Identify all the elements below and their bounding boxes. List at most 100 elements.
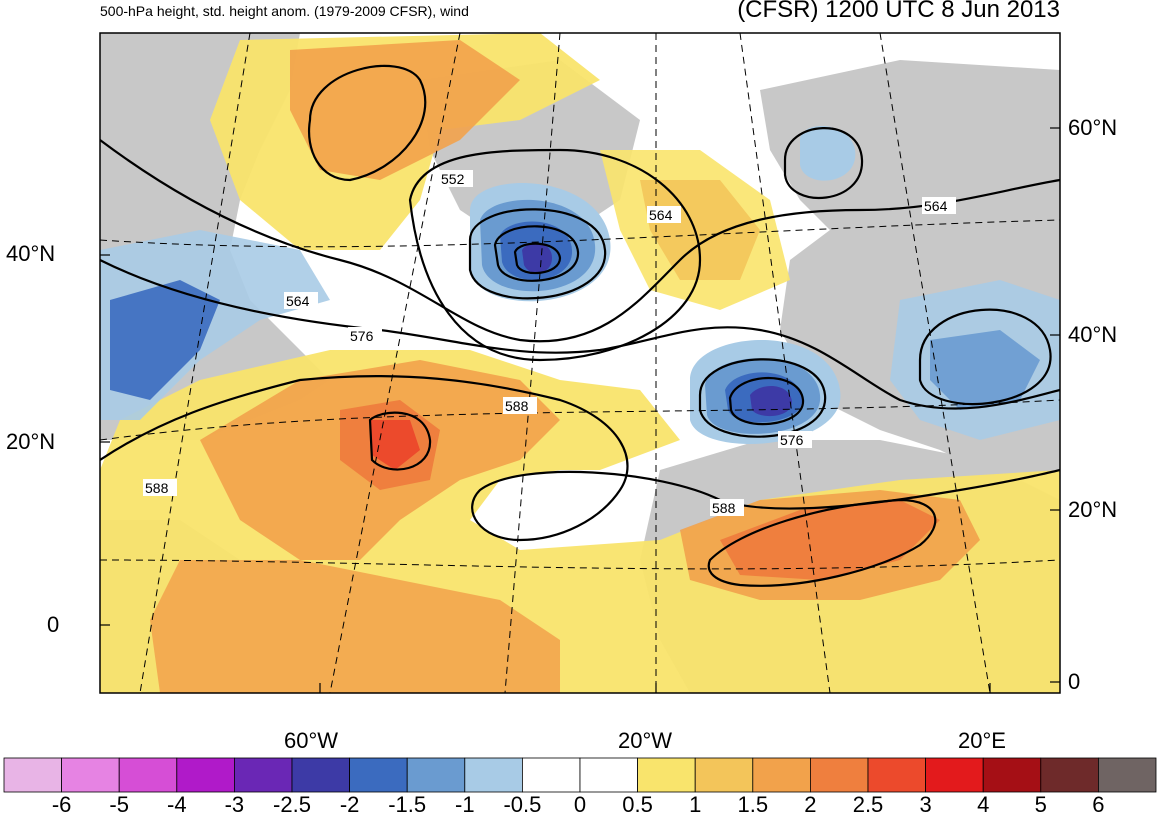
lon-label-20w: 20°W	[618, 728, 673, 753]
contour-label-552: 552	[441, 171, 465, 187]
lat-label-right-20n: 20°N	[1068, 497, 1118, 522]
colorbar-box	[118, 757, 178, 793]
colorbar-label: 4	[977, 792, 989, 815]
colorbar-label: 6	[1092, 792, 1104, 815]
colorbar-label: -1.5	[388, 792, 426, 815]
graticule-lat	[100, 219, 1060, 248]
anomaly-labrador-orange	[290, 40, 520, 180]
graticule-lon	[504, 33, 561, 693]
contour-greenland-inner-1	[468, 208, 607, 300]
anomaly-iberia-low-core	[750, 385, 792, 417]
graticule	[100, 33, 1060, 693]
map-title: (CFSR) 1200 UTC 8 Jun 2013	[737, 0, 1060, 23]
map-field	[100, 33, 1060, 693]
graticule-lon	[329, 33, 461, 693]
colorbar-box	[233, 757, 293, 793]
contour-label-564-b: 564	[924, 198, 948, 214]
anomaly-east-europe-core	[930, 330, 1040, 410]
lat-label-right-0: 0	[1068, 669, 1081, 694]
contour-label-bg	[503, 397, 537, 414]
anomaly-south-america-orange	[150, 560, 560, 693]
colorbar-box	[579, 757, 638, 793]
lat-label-left-40n: 40°N	[6, 241, 56, 266]
graticule-lon	[879, 33, 991, 693]
contour-greenland-inner-3	[513, 242, 562, 275]
contour-label-bg	[143, 479, 177, 496]
colorbar-label: -2	[340, 792, 360, 815]
colorbar-box	[61, 757, 120, 793]
contour-576	[100, 259, 1060, 410]
contour-labrador-high	[307, 64, 427, 182]
contour-label-bg	[647, 206, 681, 223]
colorbar-label: 1.5	[738, 792, 769, 815]
contour-label-564-a: 564	[649, 207, 673, 223]
colorbar-box	[867, 757, 926, 793]
colorbar-label: 3	[919, 792, 931, 815]
contour-label-bg	[348, 327, 382, 344]
colorbar-box	[982, 757, 1042, 793]
colorbar-box	[752, 757, 811, 793]
contour-label-bg	[710, 499, 744, 516]
contour-label-588-c: 588	[712, 500, 736, 516]
anomaly-central-atlantic-orange	[640, 180, 760, 280]
contour-iberia-inner	[728, 377, 805, 426]
colorbar-label: -2.5	[273, 792, 311, 815]
contour-iberia-low	[698, 358, 827, 438]
colorbar-label: -6	[52, 792, 72, 815]
anomaly-africa-core	[720, 500, 940, 580]
colorbar-box	[1040, 757, 1099, 793]
anomaly-greenland-low-core	[522, 243, 552, 274]
anomaly-center-core	[370, 420, 420, 470]
anomaly-us-low-core	[110, 280, 220, 400]
anomaly-scandinavia-low	[800, 126, 856, 181]
contour-label-588-a: 588	[505, 398, 529, 414]
contour-label-bg	[922, 197, 956, 214]
map-frame	[99, 32, 1061, 694]
colorbar-box	[349, 757, 408, 793]
colorbar-box	[694, 757, 754, 793]
colorbar-box	[3, 757, 62, 793]
colorbar-boxes	[3, 757, 1157, 793]
colorbar-label: 2	[804, 792, 816, 815]
colorbar-box	[522, 757, 581, 793]
colorbar-box	[810, 757, 869, 793]
colorbar-box	[1098, 757, 1157, 793]
height-contours	[100, 64, 1060, 587]
contour-label-576-b: 576	[780, 432, 804, 448]
contour-564-north	[100, 139, 1060, 343]
colorbar-label: 1	[689, 792, 701, 815]
graticule-lat	[100, 399, 1060, 441]
contour-label-bg	[778, 431, 812, 448]
graticule-lon	[139, 33, 251, 693]
lat-label-right-40n: 40°N	[1068, 322, 1118, 347]
lon-label-60w: 60°W	[284, 728, 339, 753]
colorbar-box	[406, 757, 466, 793]
contour-east-europe-low	[918, 308, 1052, 406]
colorbar-label: 2.5	[853, 792, 884, 815]
colorbar-label: -3	[225, 792, 245, 815]
contour-552	[408, 148, 702, 362]
map-subtitle: 500-hPa height, std. height anom. (1979-…	[100, 3, 469, 19]
contour-subtropical-high	[368, 411, 432, 471]
colorbar-label: 0	[574, 792, 586, 815]
colorbar-box	[291, 757, 350, 793]
contour-africa-high	[707, 498, 937, 587]
colorbar-label: -4	[167, 792, 187, 815]
colorbar-label: -5	[109, 792, 129, 815]
lat-label-left-0: 0	[47, 612, 60, 637]
colorbar-box	[925, 757, 984, 793]
contour-label-bg	[284, 292, 318, 309]
contour-label-bg	[439, 170, 473, 187]
contour-label-564-c: 564	[286, 293, 310, 309]
contour-scandinavia-low	[783, 127, 864, 199]
contour-label-588-b: 588	[145, 480, 169, 496]
colorbar-box	[464, 757, 523, 793]
contour-label-576-a: 576	[350, 328, 374, 344]
lat-label-right-60n: 60°N	[1068, 115, 1118, 140]
colorbar-box	[176, 757, 235, 793]
colorbar-labels: -6 -5 -4 -3 -2.5 -2 -1.5 -1 -0.5 0 0.5 1 1.5 2 2.5 3 4 5 6	[52, 792, 1105, 815]
lon-label-20e: 20°E	[958, 728, 1006, 753]
colorbar-label: -0.5	[503, 792, 541, 815]
